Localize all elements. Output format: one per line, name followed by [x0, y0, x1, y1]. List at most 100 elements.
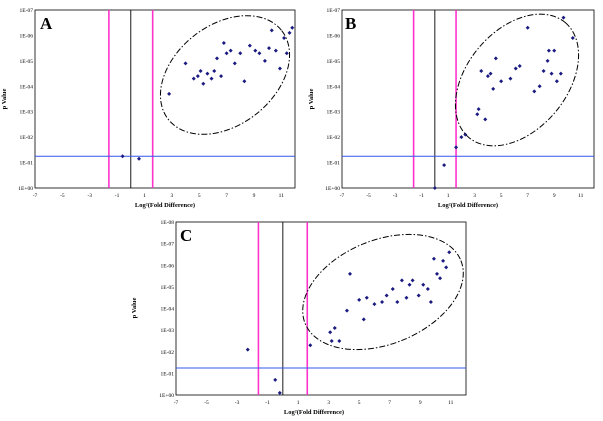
data-point: [432, 186, 437, 190]
plot-area-border: [175, 221, 467, 396]
data-point: [198, 69, 203, 74]
y-tick-label: 1E-04: [327, 84, 341, 90]
data-point: [357, 297, 362, 302]
x-tick-label: 7: [388, 400, 391, 406]
x-tick-label: 3: [473, 193, 476, 199]
data-point: [195, 74, 200, 79]
data-point: [517, 63, 522, 68]
y-tick-label: 1E+00: [325, 186, 340, 192]
marks: 1E+00 1E-01 1E-02 1E-03 1E-04 1E-05 1E-06 1E-07…: [159, 220, 466, 406]
data-point: [537, 84, 542, 89]
data-point: [364, 295, 369, 300]
data-point: [380, 300, 385, 305]
data-point: [308, 343, 313, 348]
x-axis-title: Log²(Fold Difference): [284, 409, 344, 416]
data-point: [183, 61, 188, 66]
x-tick-label: 11: [448, 400, 454, 406]
marks: 1E+00 1E-01 1E-02 1E-03 1E-04 1E-05 1E-06 1E-07…: [18, 8, 295, 199]
data-point: [459, 135, 464, 140]
data-point: [267, 46, 271, 51]
y-axis-title: p Value: [131, 297, 138, 318]
data-point: [209, 76, 214, 81]
data-point: [438, 276, 443, 281]
data-point: [545, 58, 550, 63]
y-tick-label: 1E-01: [20, 161, 34, 167]
x-tick-label: 7: [526, 193, 529, 199]
plot-area-border: [341, 9, 595, 189]
data-point: [242, 79, 247, 84]
y-tick-label: 1E-01: [161, 371, 175, 377]
data-point: [491, 86, 496, 91]
x-tick-label: 9: [419, 400, 422, 406]
y-axis-title: p Value: [1, 88, 8, 109]
y-tick-label: 1E+00: [159, 393, 174, 399]
x-tick-label: 9: [553, 193, 556, 199]
data-point: [541, 69, 546, 74]
data-point: [570, 35, 575, 40]
y-tick-label: 1E-03: [20, 110, 34, 116]
data-point: [219, 74, 224, 79]
x-tick-label: 3: [327, 400, 330, 406]
y-tick-label: 1E-05: [327, 59, 341, 65]
x-tick-label: -3: [87, 193, 92, 199]
data-point: [479, 69, 484, 74]
data-point: [348, 271, 352, 276]
data-point: [476, 107, 481, 112]
x-tick-label: -5: [60, 193, 65, 199]
x-tick-label: -1: [419, 193, 424, 199]
x-tick-label: -3: [393, 193, 398, 199]
data-point: [273, 377, 278, 382]
data-point: [238, 51, 243, 56]
x-tick-label: -7: [174, 400, 179, 406]
x-tick-label: -7: [33, 193, 38, 199]
data-point: [167, 91, 172, 96]
panel-c: C 1E+00 1E-01 1E-02 1E-03 1E-04 1E-05 1E-06 1E-…: [131, 220, 467, 416]
x-tick-label: -1: [115, 193, 120, 199]
data-point: [425, 287, 430, 292]
data-point: [253, 48, 258, 53]
x-tick-label: 5: [358, 400, 361, 406]
data-point: [508, 76, 513, 81]
data-point: [205, 71, 210, 76]
upregulated-cluster-ellipse: [454, 13, 580, 147]
data-point: [407, 282, 412, 287]
data-point: [273, 48, 278, 53]
x-tick-label: 1: [447, 193, 450, 199]
y-tick-label: 1E-02: [161, 350, 175, 356]
data-point: [137, 156, 141, 161]
y-tick-label: 1E-04: [20, 84, 34, 90]
x-tick-label: 5: [198, 193, 201, 199]
data-point: [212, 69, 217, 74]
plot-area-border: [34, 9, 296, 189]
data-point: [215, 56, 219, 61]
x-axis-title: Log²(Fold Difference): [438, 202, 498, 209]
data-point: [416, 293, 421, 298]
y-tick-label: 1E-05: [20, 59, 34, 65]
data-point: [554, 79, 559, 84]
data-point: [404, 295, 409, 300]
x-tick-label: 7: [225, 193, 228, 199]
data-point: [361, 317, 366, 322]
x-tick-label: -5: [366, 193, 371, 199]
panel-a: A 1E+00 1E-01 1E-02 1E-03 1E-04 1E-05 1E-06 1E-…: [1, 8, 296, 209]
x-tick-label: -3: [235, 400, 240, 406]
data-point: [228, 48, 233, 53]
data-point: [337, 338, 342, 343]
data-point: [329, 338, 334, 343]
data-point: [428, 300, 433, 305]
data-point: [483, 117, 488, 122]
data-point: [245, 347, 250, 352]
data-point: [344, 308, 349, 313]
data-point: [328, 330, 333, 335]
data-point: [395, 300, 400, 305]
data-point: [277, 390, 282, 395]
panel-letter: C: [180, 226, 192, 245]
x-tick-label: 1: [143, 193, 146, 199]
y-tick-label: 1E-03: [161, 328, 175, 334]
data-point: [399, 278, 404, 283]
y-tick-label: 1E-06: [161, 263, 175, 269]
data-point: [221, 41, 226, 46]
data-point: [499, 79, 504, 84]
y-tick-label: 1E-08: [161, 220, 175, 226]
